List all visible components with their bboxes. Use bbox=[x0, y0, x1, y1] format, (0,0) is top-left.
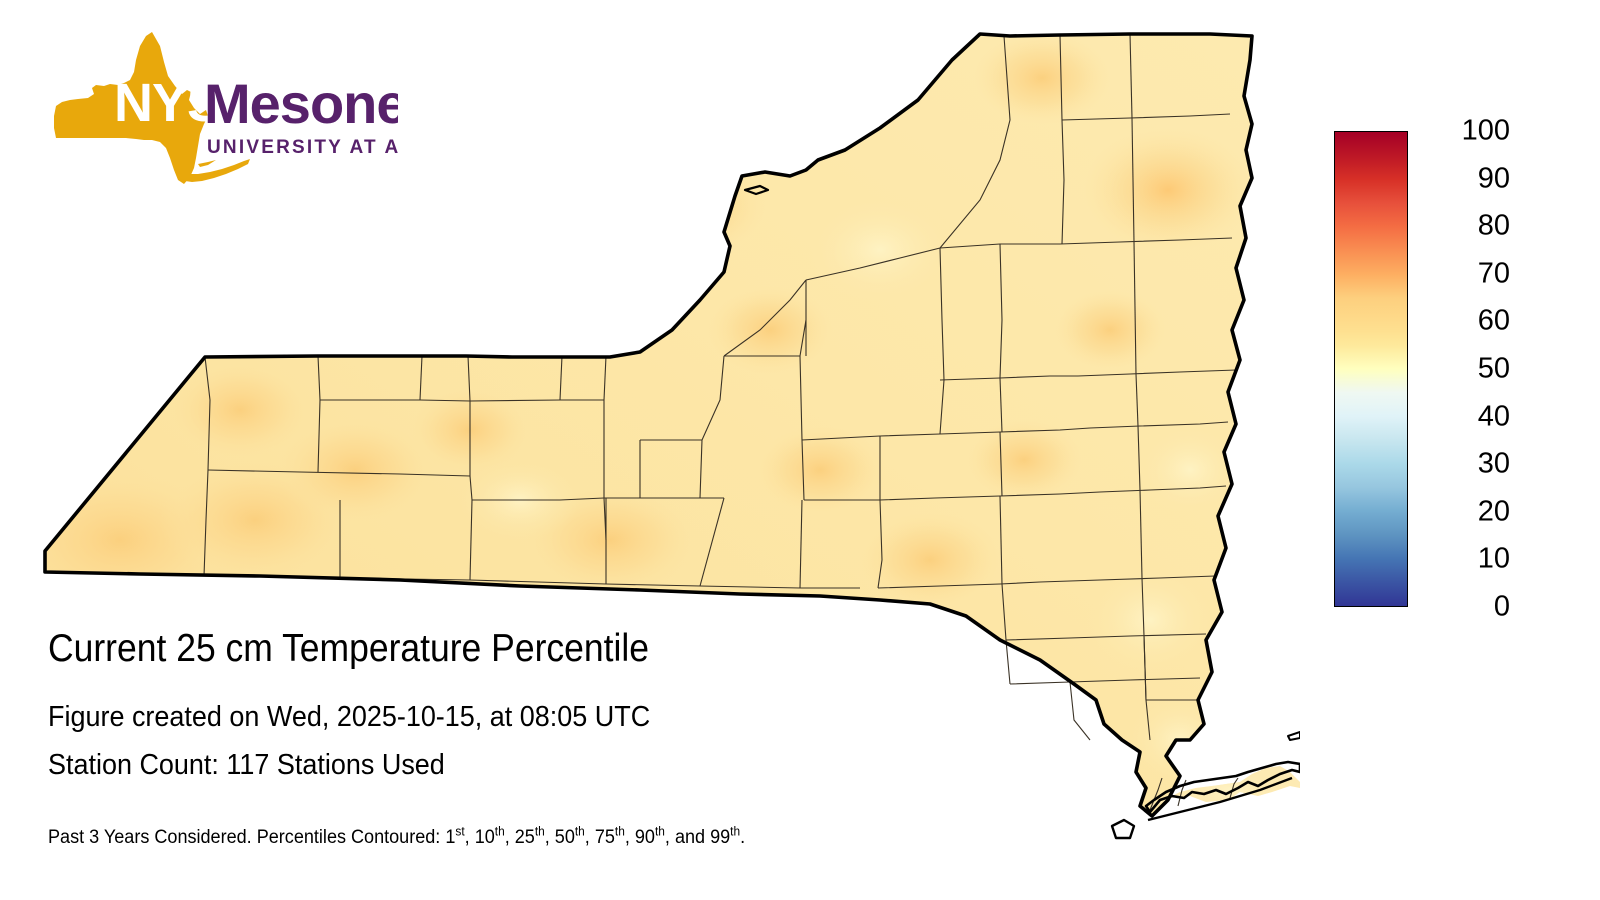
logo-nys-text: NYS bbox=[114, 73, 222, 133]
colorbar-tick-70: 70 bbox=[1477, 257, 1510, 290]
ordinal-suffix: th bbox=[654, 824, 665, 839]
ordinal-suffix: st bbox=[455, 824, 465, 839]
colorbar-tick-50: 50 bbox=[1477, 352, 1510, 385]
nys-mesonet-logo: NYS Mesonet UNIVERSITY AT ALBANY bbox=[48, 28, 398, 188]
logo-svg: NYS Mesonet UNIVERSITY AT ALBANY bbox=[54, 32, 398, 184]
figure-created-timestamp: Figure created on Wed, 2025-10-15, at 08… bbox=[48, 701, 651, 733]
colorbar-tick-20: 20 bbox=[1477, 495, 1510, 528]
county-boundaries bbox=[203, 33, 1239, 811]
contour-footnote: Past 3 Years Considered. Percentiles Con… bbox=[48, 824, 746, 848]
page-title: Current 25 cm Temperature Percentile bbox=[48, 627, 649, 670]
new-york-state-percentile-map bbox=[43, 32, 1300, 840]
colorbar-tick-labels: 100 90 80 70 60 50 40 30 20 10 0 bbox=[1420, 116, 1510, 621]
colorbar-tick-100: 100 bbox=[1461, 114, 1510, 147]
ordinal-suffix: th bbox=[574, 824, 585, 839]
state-outline bbox=[43, 32, 1300, 840]
colorbar-gradient bbox=[1334, 131, 1408, 607]
ordinal-suffix: th bbox=[614, 824, 625, 839]
station-count-text: Station Count: 117 Stations Used bbox=[48, 749, 445, 781]
colorbar-tick-60: 60 bbox=[1477, 304, 1510, 337]
logo-mesonet-text: Mesonet bbox=[204, 72, 398, 135]
ordinal-suffix: th bbox=[494, 824, 505, 839]
map-contour-field-long-island bbox=[1150, 766, 1300, 810]
colorbar-tick-30: 30 bbox=[1477, 447, 1510, 480]
logo-state-shape-icon bbox=[54, 32, 250, 184]
logo-tagline-text: UNIVERSITY AT ALBANY bbox=[207, 137, 398, 158]
colorbar-tick-40: 40 bbox=[1477, 400, 1510, 433]
colorbar-tick-80: 80 bbox=[1477, 209, 1510, 242]
colorbar-tick-10: 10 bbox=[1477, 542, 1510, 575]
colorbar-tick-0: 0 bbox=[1493, 590, 1510, 623]
ordinal-suffix: th bbox=[534, 824, 545, 839]
ordinal-suffix: th bbox=[730, 824, 741, 839]
colorbar-tick-90: 90 bbox=[1477, 162, 1510, 195]
map-svg bbox=[43, 32, 1300, 840]
colorbar: 100 90 80 70 60 50 40 30 20 10 0 bbox=[1334, 116, 1510, 621]
